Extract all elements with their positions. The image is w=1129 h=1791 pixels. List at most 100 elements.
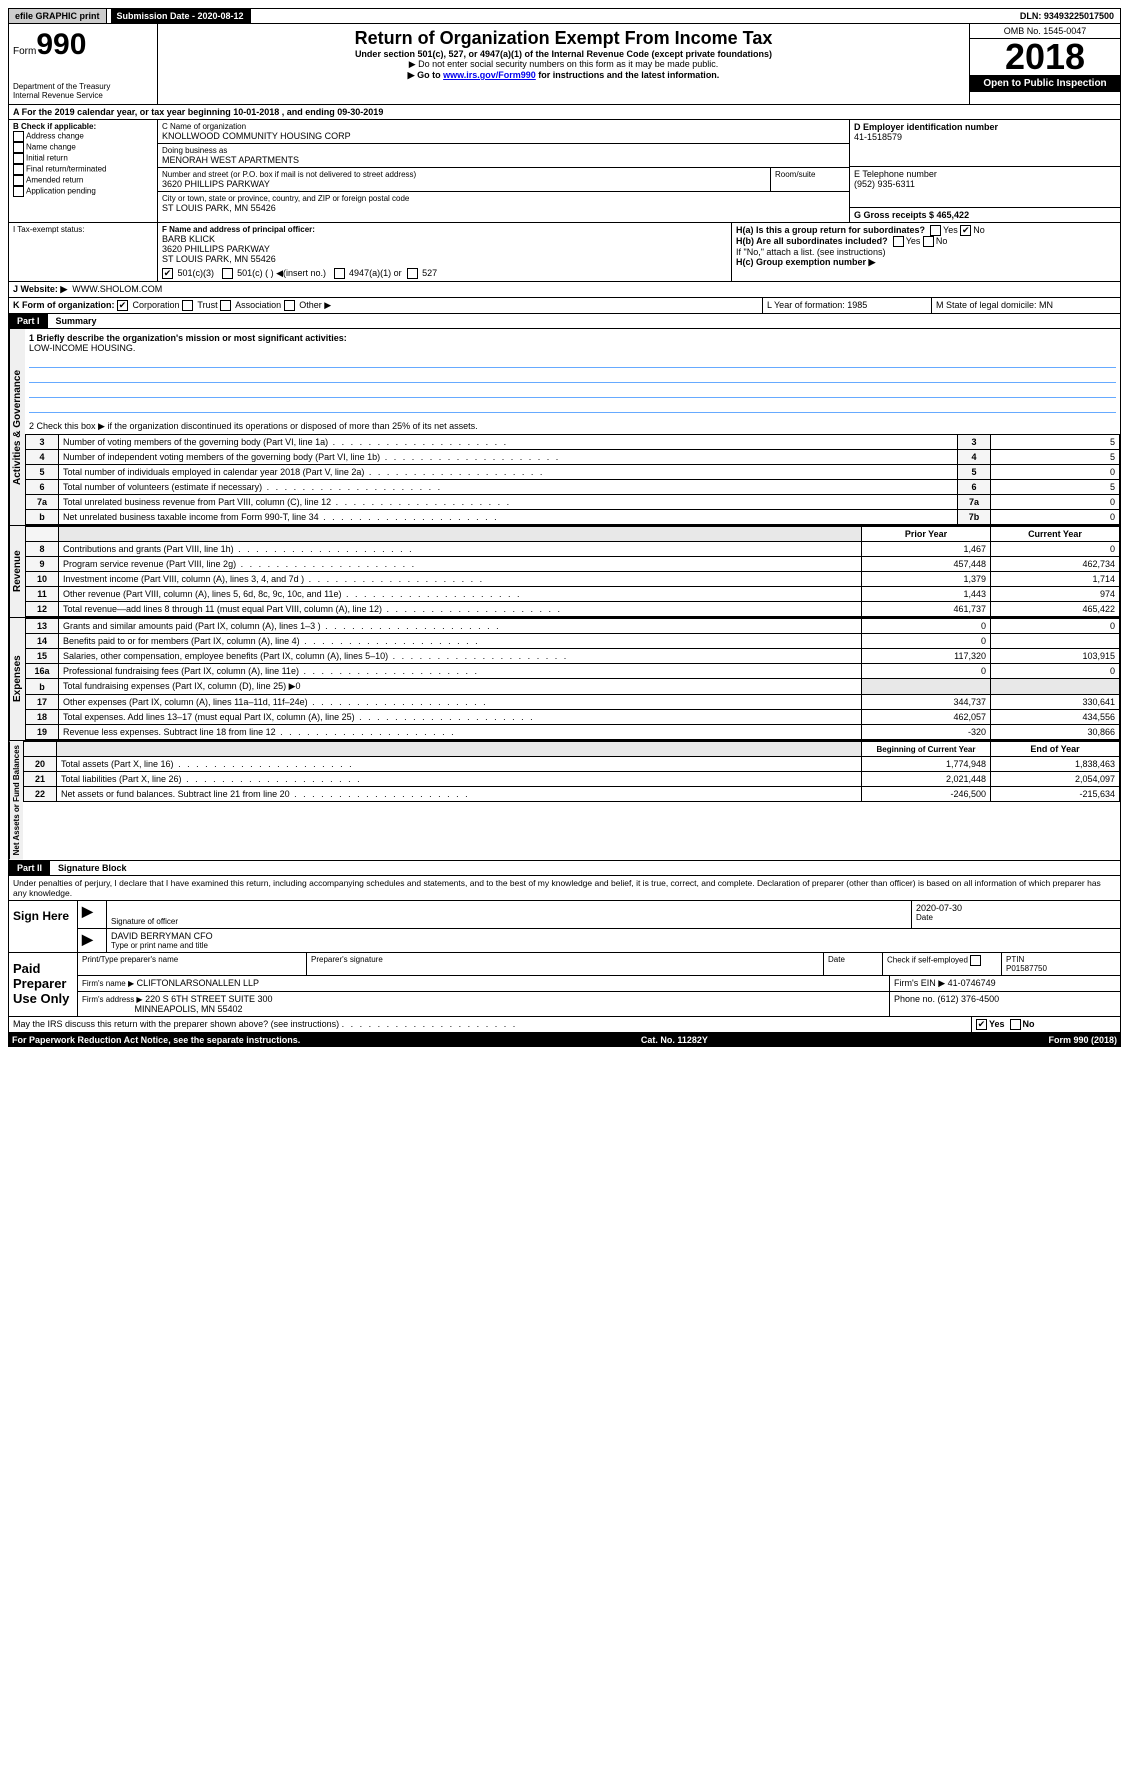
line-box: 6	[958, 480, 991, 495]
line-num: b	[26, 679, 59, 695]
line-num: 6	[26, 480, 59, 495]
line-desc: Other expenses (Part IX, column (A), lin…	[59, 695, 862, 710]
blank	[24, 742, 57, 757]
prior-value: -320	[862, 725, 991, 740]
line-desc: Program service revenue (Part VIII, line…	[59, 557, 862, 572]
paperwork-notice: For Paperwork Reduction Act Notice, see …	[12, 1035, 300, 1045]
line-num: 20	[24, 757, 57, 772]
lbl-yes: Yes	[943, 225, 958, 235]
begin-value: -246,500	[862, 787, 991, 802]
cb-discuss-no[interactable]	[1010, 1019, 1021, 1030]
line-num: 14	[26, 634, 59, 649]
cb-hb-yes[interactable]	[893, 236, 904, 247]
current-value: 462,734	[991, 557, 1120, 572]
box-j-label: J Website: ▶	[13, 284, 67, 294]
cb-address-change[interactable]	[13, 131, 24, 142]
cb-amended[interactable]	[13, 175, 24, 186]
line-num: 10	[26, 572, 59, 587]
dept-treasury: Department of the Treasury	[13, 82, 153, 91]
q2-text: 2 Check this box ▶ if the organization d…	[25, 419, 1120, 434]
part2-label: Part II	[9, 861, 50, 875]
cb-hb-no[interactable]	[923, 236, 934, 247]
form-header: Form990 Department of the Treasury Inter…	[8, 24, 1121, 105]
cb-trust[interactable]	[182, 300, 193, 311]
prior-value: 1,379	[862, 572, 991, 587]
cat-no: Cat. No. 11282Y	[641, 1035, 708, 1045]
lbl-4947: 4947(a)(1) or	[349, 268, 402, 278]
cb-assoc[interactable]	[220, 300, 231, 311]
blank	[59, 527, 862, 542]
line-num: 7a	[26, 495, 59, 510]
line-num: 21	[24, 772, 57, 787]
part1-body: Activities & Governance 1 Briefly descri…	[8, 329, 1121, 526]
line-box: 4	[958, 450, 991, 465]
cb-self-employed[interactable]	[970, 955, 981, 966]
dln: DLN: 93493225017500	[1014, 9, 1120, 23]
addr-label: Number and street (or P.O. box if mail i…	[162, 170, 766, 179]
vert-netassets: Net Assets or Fund Balances	[9, 741, 23, 859]
firm-name: CLIFTONLARSONALLEN LLP	[137, 978, 259, 988]
form-note1: ▶ Do not enter social security numbers o…	[162, 59, 965, 70]
cb-other[interactable]	[284, 300, 295, 311]
expenses-table: 13 Grants and similar amounts paid (Part…	[25, 618, 1120, 740]
line-desc: Total expenses. Add lines 13–17 (must eq…	[59, 710, 862, 725]
line-box: 7a	[958, 495, 991, 510]
cb-ha-no[interactable]: ✔	[960, 225, 971, 236]
part1-header: Part I Summary	[8, 314, 1121, 329]
line-num: 16a	[26, 664, 59, 679]
cb-501c3[interactable]: ✔	[162, 268, 173, 279]
declaration: Under penalties of perjury, I declare th…	[8, 876, 1121, 901]
lbl-no2: No	[936, 236, 948, 246]
mission-line	[29, 400, 1116, 413]
form-number: 990	[36, 28, 86, 61]
lbl-501c3: 501(c)(3)	[178, 268, 215, 278]
line-num: 4	[26, 450, 59, 465]
form990-link[interactable]: www.irs.gov/Form990	[443, 70, 536, 80]
line-num: 11	[26, 587, 59, 602]
box-m: M State of legal domicile: MN	[932, 298, 1120, 313]
box-i-label: I Tax-exempt status:	[13, 225, 153, 234]
firm-addr2: MINNEAPOLIS, MN 55402	[135, 1004, 243, 1014]
part1-label: Part I	[9, 314, 48, 328]
cb-ha-yes[interactable]	[930, 225, 941, 236]
blank	[26, 527, 59, 542]
line-num: 9	[26, 557, 59, 572]
part2-title: Signature Block	[50, 863, 127, 873]
phone-value: (952) 935-6311	[854, 179, 1116, 189]
cb-501c[interactable]	[222, 268, 233, 279]
current-value	[991, 679, 1120, 695]
period-row: A For the 2019 calendar year, or tax yea…	[8, 105, 1121, 120]
line-num: 18	[26, 710, 59, 725]
efile-btn[interactable]: efile GRAPHIC print	[9, 9, 107, 23]
cb-final-return[interactable]	[13, 164, 24, 175]
discuss-text: May the IRS discuss this return with the…	[13, 1019, 339, 1029]
cb-initial-return[interactable]	[13, 153, 24, 164]
sign-here-label: Sign Here	[9, 901, 78, 952]
cb-corp[interactable]: ✔	[117, 300, 128, 311]
prior-value: 0	[862, 664, 991, 679]
line-box: 7b	[958, 510, 991, 525]
firm-ein: Firm's EIN ▶ 41-0746749	[890, 976, 1120, 991]
period-text: A For the 2019 calendar year, or tax yea…	[9, 105, 1120, 119]
arrow-icon: ▶	[78, 901, 107, 928]
form-footer: Form 990 (2018)	[1048, 1035, 1117, 1045]
current-value: 1,714	[991, 572, 1120, 587]
end-value: 1,838,463	[991, 757, 1120, 772]
governance-table: 3 Number of voting members of the govern…	[25, 434, 1120, 525]
lbl-yes2: Yes	[906, 236, 921, 246]
lbl-assoc: Association	[235, 300, 281, 310]
cb-name-change[interactable]	[13, 142, 24, 153]
cb-4947[interactable]	[334, 268, 345, 279]
box-k-label: K Form of organization:	[13, 300, 115, 310]
website-row: J Website: ▶ WWW.SHOLOM.COM	[8, 282, 1121, 298]
cb-527[interactable]	[407, 268, 418, 279]
lbl-527: 527	[422, 268, 437, 278]
col-prior: Prior Year	[862, 527, 991, 542]
box-c-label: C Name of organization	[162, 122, 845, 131]
cb-discuss-yes[interactable]: ✔	[976, 1019, 987, 1030]
line-desc: Net assets or fund balances. Subtract li…	[57, 787, 862, 802]
form-subtitle: Under section 501(c), 527, or 4947(a)(1)…	[162, 49, 965, 59]
cb-app-pending[interactable]	[13, 186, 24, 197]
part2-header: Part II Signature Block	[8, 861, 1121, 876]
line-desc: Total revenue—add lines 8 through 11 (mu…	[59, 602, 862, 617]
